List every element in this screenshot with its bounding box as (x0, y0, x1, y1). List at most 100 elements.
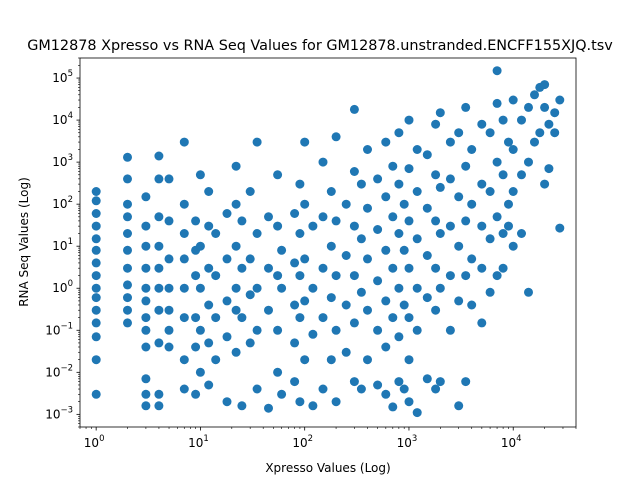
data-point (461, 271, 471, 281)
y-axis-label: RNA Seq Values (Log) (17, 177, 31, 307)
data-point (222, 209, 232, 218)
data-point (422, 203, 432, 213)
data-point (435, 229, 445, 238)
data-point (373, 276, 383, 286)
data-point (341, 300, 351, 310)
data-point (154, 174, 164, 184)
data-point (290, 377, 300, 387)
data-point (555, 95, 565, 105)
data-point (211, 313, 221, 323)
data-point (237, 263, 247, 273)
data-point (91, 389, 101, 399)
data-point (290, 300, 300, 310)
data-point (363, 145, 372, 154)
data-point (164, 254, 174, 264)
data-point (300, 199, 310, 209)
data-point (412, 234, 422, 244)
data-point (295, 179, 305, 189)
data-point (195, 325, 205, 335)
data-point (492, 66, 502, 76)
data-point (308, 283, 318, 293)
data-point (540, 179, 550, 189)
data-point (404, 263, 414, 273)
data-point (498, 229, 508, 238)
data-point (245, 187, 255, 196)
data-point (363, 355, 372, 365)
data-point (290, 258, 300, 268)
data-point (394, 179, 404, 189)
data-point (485, 287, 495, 297)
data-point (461, 102, 471, 112)
data-point (222, 296, 232, 306)
data-point (349, 167, 359, 176)
data-point (252, 325, 262, 335)
data-point (331, 216, 341, 226)
data-point (211, 229, 221, 238)
data-point (381, 342, 391, 352)
data-point (191, 313, 201, 323)
data-point (422, 374, 432, 384)
data-point (204, 263, 214, 273)
data-point (544, 119, 554, 129)
data-point (445, 325, 455, 335)
data-point (517, 115, 526, 125)
data-point (164, 174, 174, 184)
data-point (295, 313, 305, 323)
data-point (326, 293, 336, 303)
data-point (195, 170, 205, 180)
data-point (164, 342, 174, 352)
data-point (318, 263, 328, 273)
data-point (264, 263, 273, 273)
data-point (454, 241, 464, 251)
data-point (477, 119, 487, 129)
data-point (318, 313, 328, 323)
data-point (179, 313, 189, 323)
data-point (318, 212, 328, 222)
data-point (295, 271, 305, 281)
data-point (535, 128, 545, 138)
data-point (277, 283, 287, 293)
data-point (195, 241, 205, 251)
data-point (91, 258, 101, 268)
data-point (273, 325, 283, 335)
data-point (245, 290, 255, 300)
data-point (388, 263, 398, 273)
data-point (485, 128, 495, 138)
data-point (399, 300, 409, 310)
data-point (290, 209, 300, 218)
data-point (550, 128, 560, 138)
data-point (179, 355, 189, 365)
data-point (388, 161, 398, 171)
data-point (222, 397, 232, 407)
data-point (273, 367, 283, 377)
data-point (508, 95, 518, 105)
data-point (264, 305, 273, 315)
data-point (300, 355, 310, 365)
data-point (154, 212, 164, 222)
data-point (454, 296, 464, 306)
data-point (540, 102, 550, 112)
data-point (231, 347, 241, 357)
data-point (404, 164, 414, 174)
data-point (277, 389, 287, 399)
data-point (467, 254, 477, 264)
data-point (492, 98, 502, 108)
data-point (273, 271, 283, 281)
data-point (394, 332, 404, 342)
data-point (222, 254, 232, 264)
data-point (91, 196, 101, 206)
data-point (404, 313, 414, 323)
data-point (492, 212, 502, 222)
data-point (141, 342, 151, 352)
data-point (318, 157, 328, 167)
data-point (454, 192, 464, 202)
data-point (277, 245, 287, 255)
data-point (331, 271, 341, 281)
data-point (524, 157, 533, 167)
data-point (544, 164, 554, 174)
data-point (179, 254, 189, 264)
data-point (237, 313, 247, 323)
data-point (179, 229, 189, 238)
data-point (445, 271, 455, 281)
